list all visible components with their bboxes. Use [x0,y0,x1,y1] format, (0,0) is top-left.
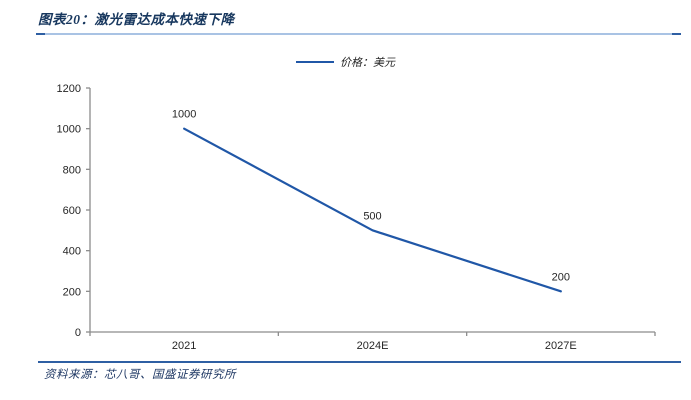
y-tick-label: 200 [63,286,81,298]
footer-rule [38,361,681,363]
data-point-label: 500 [363,210,381,222]
y-tick-label: 0 [75,327,81,339]
y-tick-label: 1000 [57,124,81,136]
x-tick-label: 2027E [545,340,577,352]
chart-title: 图表20：激光雷达成本快速下降 [38,12,235,27]
y-tick-label: 600 [63,205,81,217]
source-note: 资料来源：芯八哥、国盛证券研究所 [44,369,236,381]
y-tick-label: 400 [63,246,81,258]
x-tick-label: 2021 [172,340,196,352]
header-rule-right-cap [672,33,681,35]
data-point-label: 1000 [172,109,196,121]
y-tick-label: 800 [63,164,81,176]
y-tick-label: 1200 [57,83,81,95]
x-tick-label: 2024E [357,340,389,352]
header-rule-left-cap [36,33,45,35]
header-rule [45,33,672,35]
series-line [183,127,562,293]
data-point-label: 200 [552,271,570,283]
